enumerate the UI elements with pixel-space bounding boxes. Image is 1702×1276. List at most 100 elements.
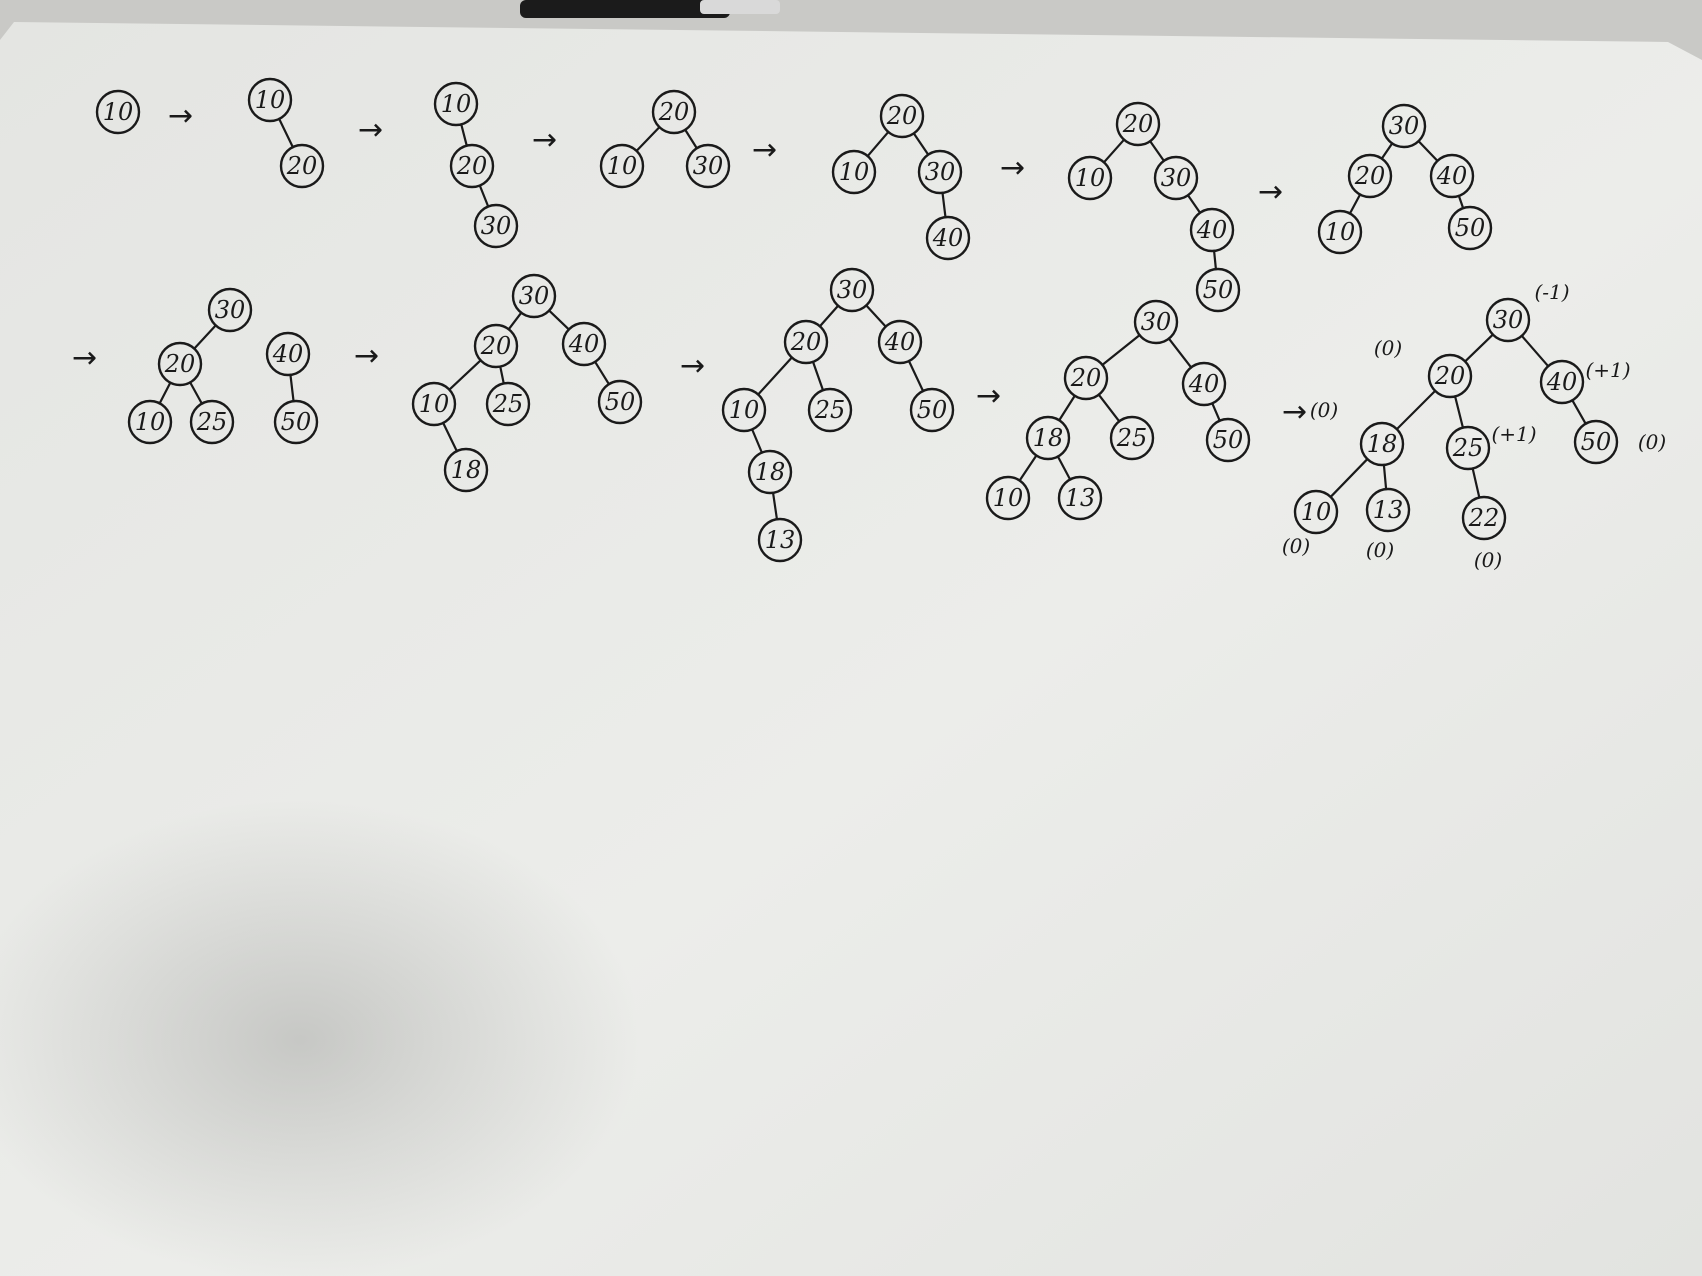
tree-node-label: 20 <box>658 98 690 126</box>
tree-node-label: 10 <box>255 86 286 114</box>
balance-factor-label: (0) <box>1374 336 1402 360</box>
balance-factor-label: (+1) <box>1491 422 1536 446</box>
tree-node-circle <box>1057 475 1103 521</box>
tree-node-circle <box>247 77 293 123</box>
tree-edge <box>189 381 203 405</box>
tree-node-label: 10 <box>135 408 166 436</box>
tree-edge <box>289 373 295 403</box>
tree-node-label: 40 <box>1196 216 1228 244</box>
tree-node-circle <box>1063 355 1109 401</box>
tree-node-label: 13 <box>1373 496 1404 524</box>
tree-edge <box>1058 394 1076 422</box>
tree-node-label: 20 <box>1070 364 1102 392</box>
tree-node-label: 20 <box>790 328 822 356</box>
tree-edge <box>442 421 458 453</box>
tree-node-label: 10 <box>993 484 1024 512</box>
step-arrow: → <box>358 113 383 148</box>
balance-factor-label: (-1) <box>1534 280 1569 304</box>
tree-node-label: 10 <box>729 396 760 424</box>
tree-edge <box>684 128 698 150</box>
tree-edge <box>1186 194 1202 214</box>
tree-step-10: 30 20 40 10 25 50 18 13 <box>721 267 955 563</box>
tree-edge <box>1102 138 1126 164</box>
balance-factor-label: (0) <box>1282 534 1310 558</box>
tree-edge <box>1457 194 1465 210</box>
tree-node-circle <box>829 267 875 313</box>
tree-node-label: 10 <box>1075 164 1106 192</box>
tree-node-circle <box>1115 101 1161 147</box>
tree-node-circle <box>1359 421 1405 467</box>
tree-node-label: 18 <box>451 456 482 484</box>
tree-node-label: 40 <box>1188 370 1220 398</box>
tree-edge <box>1520 334 1550 368</box>
tree-node-circle <box>473 203 519 249</box>
tree-edge <box>907 359 925 393</box>
tree-node-label: 50 <box>1213 426 1244 454</box>
tree-edge <box>1348 193 1362 215</box>
tree-node-circle <box>1445 425 1491 471</box>
tree-step-3: 10 20 30 <box>433 81 519 249</box>
tree-node-circle <box>1429 153 1475 199</box>
tree-node-circle <box>1381 103 1427 149</box>
tree-node-circle <box>879 93 925 139</box>
tree-node-circle <box>1539 359 1585 405</box>
tree-node-label: 10 <box>1301 498 1332 526</box>
tree-node-label: 10 <box>103 98 134 126</box>
tree-edge <box>1329 457 1369 499</box>
tree-node-circle <box>599 143 645 189</box>
tree-node-circle <box>433 81 479 127</box>
tree-step-2: 10 20 <box>247 77 325 189</box>
tree-node-circle <box>1133 299 1179 345</box>
tree-edge <box>1571 399 1587 425</box>
tree-node-label: 40 <box>884 328 916 356</box>
tree-node-label: 30 <box>1141 308 1172 336</box>
pen-tip <box>700 0 780 14</box>
step-arrow: → <box>168 99 193 134</box>
step-arrow: → <box>72 341 97 376</box>
tree-node-label: 30 <box>1161 164 1192 192</box>
step-arrow: → <box>752 133 777 168</box>
tree-node-circle <box>1293 489 1339 535</box>
tree-edge <box>158 381 172 405</box>
tree-node-circle <box>207 287 253 333</box>
tree-edge <box>751 428 763 454</box>
tree-node-circle <box>1365 487 1411 533</box>
balance-factor-label: (0) <box>1310 398 1338 422</box>
tree-node-circle <box>1461 495 1507 541</box>
tree-edge <box>1453 395 1465 429</box>
tree-node-label: 40 <box>568 330 600 358</box>
tree-node-label: 13 <box>765 526 796 554</box>
tree-edge <box>1148 140 1166 162</box>
tree-edge <box>478 184 490 208</box>
tree-node-label: 20 <box>1122 110 1154 138</box>
step-arrow: → <box>532 123 557 158</box>
tree-node-label: 10 <box>1325 218 1356 246</box>
tree-node-label: 40 <box>272 340 304 368</box>
tree-edge <box>548 309 570 331</box>
tree-node-circle <box>831 149 877 195</box>
tree-node-label: 13 <box>1065 484 1096 512</box>
tree-node-label: 20 <box>164 350 196 378</box>
tree-node-label: 25 <box>492 390 524 418</box>
tree-edge <box>1101 334 1141 366</box>
tree-node-circle <box>757 517 803 563</box>
tree-node-label: 50 <box>917 396 948 424</box>
step-arrow: → <box>354 339 379 374</box>
tree-edge <box>1464 333 1494 363</box>
tree-node-label: 10 <box>839 158 870 186</box>
tree-node-circle <box>807 387 853 433</box>
tree-node-circle <box>747 449 793 495</box>
tree-edge <box>1097 393 1121 423</box>
step-arrow: → <box>1000 151 1025 186</box>
tree-node-label: 50 <box>281 408 312 436</box>
tree-node-label: 20 <box>480 332 512 360</box>
tree-edge <box>1380 142 1394 160</box>
tree-edge <box>1056 455 1072 481</box>
tree-node-label: 30 <box>481 212 512 240</box>
tree-node-label: 40 <box>1546 368 1578 396</box>
tree-edge <box>912 132 930 156</box>
tree-step-1: 10 <box>95 89 141 135</box>
